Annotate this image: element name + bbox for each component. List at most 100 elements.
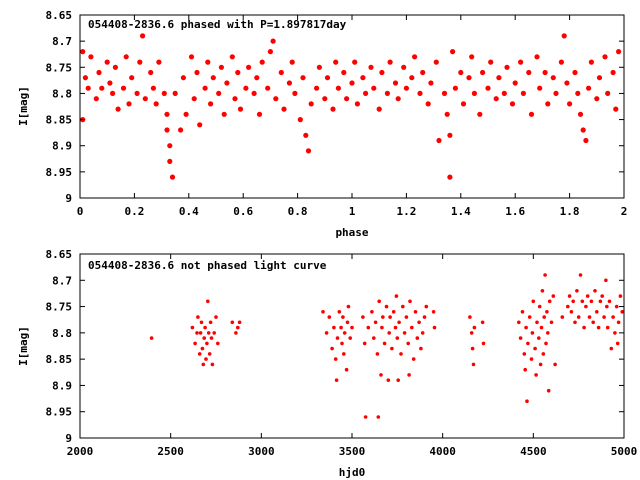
x-tick-label: 1.8: [560, 205, 580, 218]
data-point: [230, 320, 235, 325]
data-point: [415, 336, 420, 340]
data-point: [417, 320, 421, 325]
data-point: [344, 96, 350, 102]
data-point: [613, 106, 619, 112]
unphased-data-points: [149, 273, 624, 419]
x-tick-label: 1.2: [396, 205, 416, 218]
data-point: [620, 310, 624, 314]
data-point: [542, 69, 548, 76]
data-point: [371, 85, 377, 91]
data-point: [265, 85, 271, 91]
data-point: [334, 378, 339, 383]
data-point: [342, 331, 347, 335]
x-tick-label: 4500: [520, 445, 547, 458]
data-point: [273, 96, 279, 102]
data-point: [393, 325, 398, 330]
data-point: [605, 90, 611, 96]
data-point: [546, 331, 550, 335]
x-tick-label: 0.8: [288, 205, 308, 218]
data-point: [380, 325, 384, 330]
data-point: [594, 96, 600, 102]
data-point: [543, 273, 547, 277]
unphased-light-curve-panel: 2000 2500 3000 3500 4000 4500 5000 8.65 8.7 8.75…: [17, 248, 637, 479]
x-tick-label: 3000: [248, 445, 275, 458]
data-point: [424, 304, 429, 309]
data-point: [209, 336, 214, 340]
data-point: [251, 90, 257, 96]
data-point: [488, 59, 494, 65]
data-point: [350, 325, 354, 330]
data-point: [540, 289, 545, 293]
data-point: [149, 336, 154, 340]
data-point: [399, 352, 403, 356]
phased-light-curve-panel: 0 0.2 0.4 0.6 0.8 1 1.2 1.4 1.6 1.8 2 8.658.78.758…: [17, 9, 627, 239]
data-point: [436, 137, 442, 144]
data-point: [613, 331, 617, 335]
data-point: [591, 320, 595, 325]
data-point: [602, 54, 608, 60]
data-point: [137, 59, 143, 65]
data-point: [604, 278, 608, 283]
data-point: [413, 310, 418, 314]
data-point: [466, 75, 472, 81]
data-point: [410, 325, 414, 330]
data-point: [395, 336, 400, 340]
data-point: [520, 310, 525, 314]
data-point: [618, 294, 623, 298]
data-point: [610, 69, 616, 76]
x-tick-label: 5000: [611, 445, 638, 458]
data-point: [123, 54, 129, 60]
data-point: [335, 85, 341, 91]
data-point: [538, 362, 543, 367]
data-point: [401, 64, 407, 70]
data-point: [85, 85, 91, 91]
data-point: [468, 315, 472, 319]
data-point: [396, 378, 401, 383]
data-point: [560, 315, 565, 319]
data-point: [433, 59, 439, 65]
data-point: [420, 331, 425, 335]
data-point: [397, 320, 401, 325]
x-tick-label: 1.4: [451, 205, 471, 218]
data-point: [388, 315, 392, 319]
data-point: [134, 90, 140, 96]
data-point: [201, 362, 206, 367]
data-point: [471, 90, 477, 96]
x-tick-label: 1: [349, 205, 356, 218]
data-point: [337, 310, 342, 314]
data-point: [379, 69, 385, 76]
data-point: [232, 96, 238, 102]
phased-data-points: [80, 33, 622, 180]
data-point: [348, 336, 353, 340]
data-point: [518, 336, 523, 340]
data-point: [270, 38, 276, 44]
data-point: [196, 315, 200, 319]
data-point: [537, 85, 543, 91]
y-tick-label: 8.75: [46, 61, 73, 74]
data-point: [194, 69, 200, 76]
data-point: [167, 158, 173, 164]
data-point: [322, 96, 328, 102]
data-point: [504, 64, 510, 70]
data-point: [444, 111, 450, 117]
y-tick-label: 8.7: [52, 35, 72, 48]
data-point: [324, 75, 331, 81]
data-point: [607, 299, 612, 304]
x-tick-label: 2: [621, 205, 628, 218]
data-point: [156, 59, 162, 65]
data-point: [333, 357, 338, 361]
data-point: [370, 310, 374, 314]
data-point: [561, 33, 567, 39]
data-point: [332, 325, 336, 330]
data-point: [431, 310, 436, 314]
data-point: [246, 64, 252, 70]
data-point: [609, 346, 614, 351]
y-tick-label: 8.85: [46, 353, 73, 366]
data-point: [210, 362, 215, 367]
data-point: [373, 320, 378, 325]
data-point: [167, 143, 173, 149]
data-point: [352, 59, 358, 65]
data-point: [553, 90, 559, 96]
data-point: [289, 59, 295, 65]
data-point: [316, 64, 322, 70]
